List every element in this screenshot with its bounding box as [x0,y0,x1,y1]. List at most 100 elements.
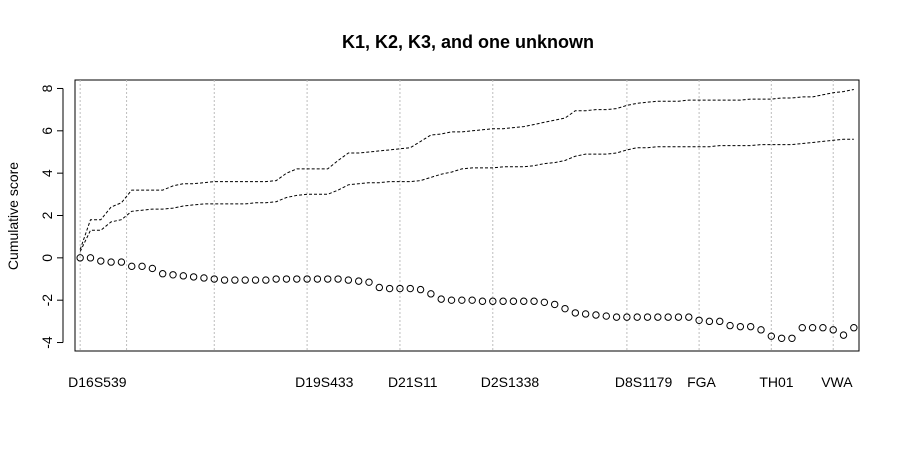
data-point [592,311,600,319]
data-point [169,271,177,279]
marker-grid [79,80,834,351]
data-point [571,309,580,317]
data-point [808,324,817,332]
chart-title: K1, K2, K3, and one unknown [342,32,594,52]
data-point [282,275,291,283]
plot-frame [74,79,860,352]
series-line [79,89,854,250]
data-point [540,298,549,307]
data-point [458,296,466,304]
marker-label: D8S1179 [615,374,673,390]
data-point [839,331,848,339]
marker-label: VWA [821,374,853,390]
data-point [189,273,198,281]
data-point [179,272,188,280]
data-point [478,297,487,305]
y-tick-label: 2 [39,211,55,219]
data-point [726,321,734,330]
data-point [829,326,837,334]
data-point [406,284,414,293]
data-point [416,285,425,294]
data-point [324,275,332,283]
y-tick-label: 0 [39,254,55,262]
data-point [117,258,126,266]
data-point [633,313,641,321]
marker-label: D21S11 [388,374,438,390]
data-point [334,275,342,283]
data-point [375,283,384,292]
data-point [685,313,693,321]
data-point [437,295,445,303]
y-tick-label: 4 [39,169,55,177]
series-1 [79,89,854,250]
y-axis: -4 -2 0 2 4 6 8 [39,84,64,349]
marker-label: TH01 [759,374,793,390]
marker-label: D19S433 [295,374,354,390]
data-point [850,324,858,332]
data-point [272,275,280,283]
data-point [530,297,538,305]
y-tick-label: 6 [39,127,55,135]
data-point [427,290,435,298]
marker-label: D16S539 [68,374,127,390]
data-point [468,296,476,304]
marker-labels: D16S539 D19S433 D21S11 D2S1338 D8S1179 FGA TH0… [68,374,853,390]
data-point [520,297,528,305]
data-point [602,312,610,320]
data-point [499,297,507,305]
data-point [220,276,229,284]
data-point [385,284,394,293]
data-point [97,257,105,265]
data-point [293,275,301,283]
data-point [695,316,703,325]
data-point [313,275,322,283]
data-point [777,334,786,342]
data-point [705,317,714,326]
series-2 [79,138,854,252]
data-point [396,284,404,293]
data-point [788,334,796,342]
marker-label: FGA [687,374,716,390]
plot-area [74,79,860,352]
data-point [509,297,518,305]
data-point [664,313,672,321]
data-point [561,304,569,313]
data-point [746,322,755,331]
data-point [86,254,95,262]
data-point [241,276,249,284]
marker-label: D2S1338 [481,374,540,390]
data-point [757,326,765,334]
data-point [210,275,218,283]
data-point [674,313,683,321]
data-point [489,297,497,305]
data-point [158,270,167,278]
y-tick-label: 8 [39,84,55,92]
data-point [200,274,208,282]
data-point [736,322,745,331]
series-layer [76,89,858,342]
data-point [767,332,776,340]
data-point [231,276,239,284]
data-point [262,276,270,284]
data-point [148,264,157,273]
data-point [303,275,311,283]
data-point [365,278,373,286]
data-point [550,300,559,309]
series-3 [76,254,858,342]
data-point [107,258,115,266]
data-point [623,313,631,321]
data-point [612,313,621,321]
data-point [344,276,353,284]
data-point [447,296,456,304]
data-point [76,254,84,262]
data-point [128,262,136,271]
data-point [581,310,590,318]
data-point [643,313,652,321]
data-point [354,277,363,285]
data-point [819,324,827,332]
data-point [798,324,806,332]
data-point [716,317,724,326]
y-tick-label: -2 [39,294,55,307]
data-point [251,276,260,284]
